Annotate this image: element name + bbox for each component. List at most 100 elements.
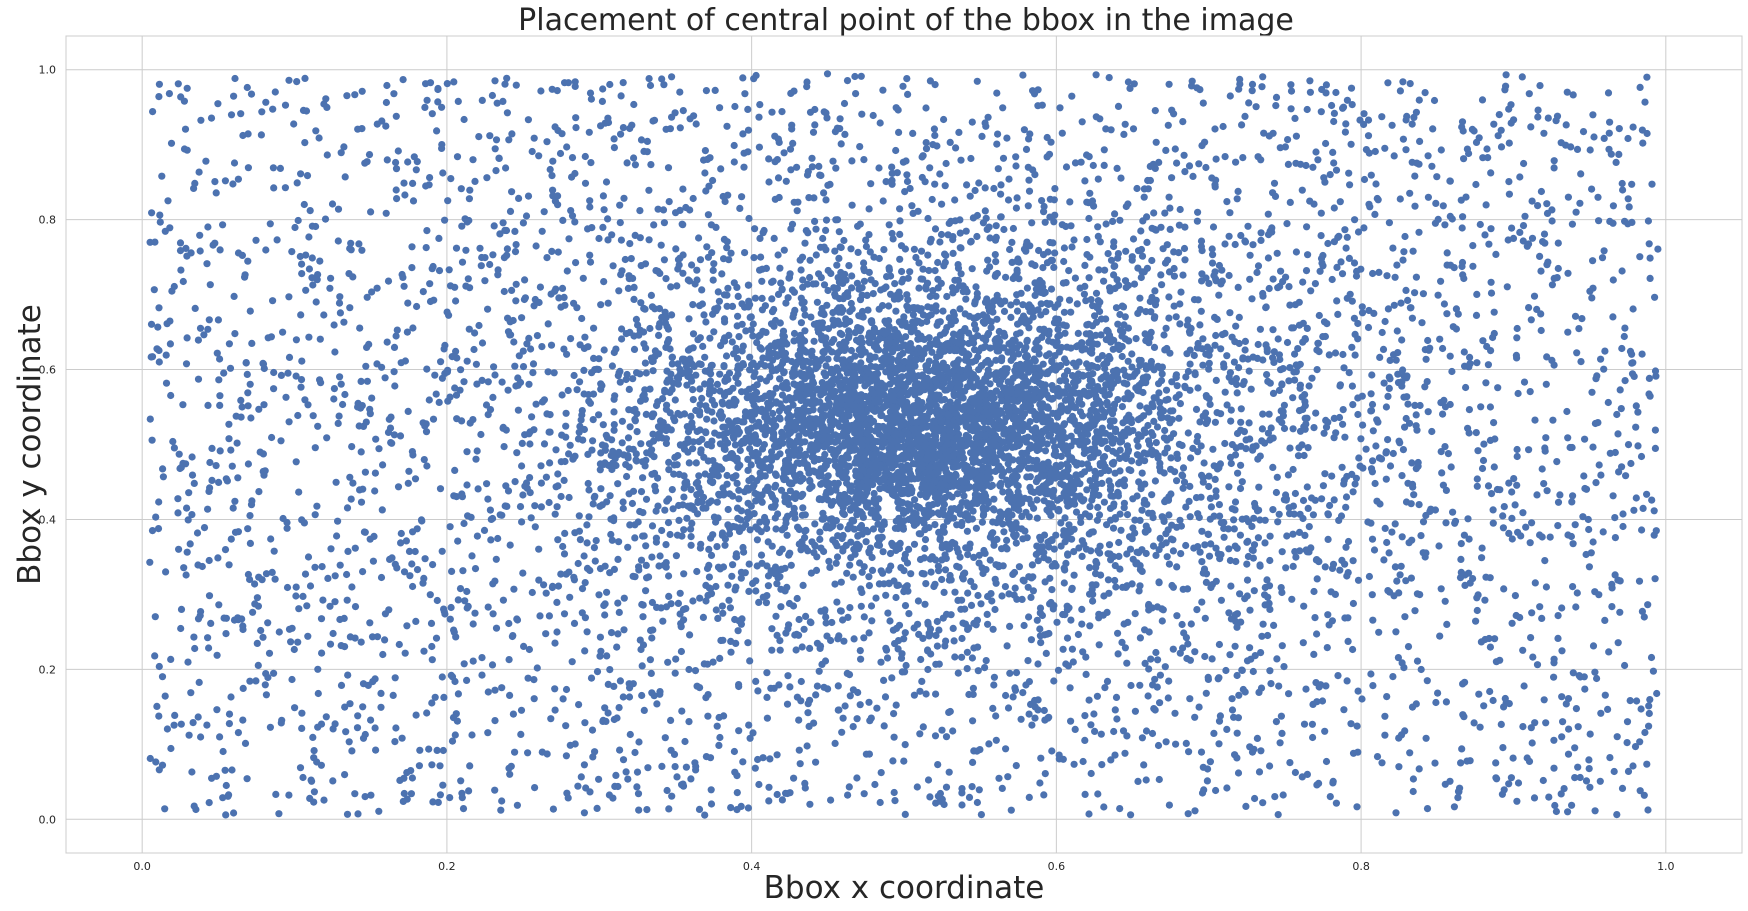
scatter-point <box>926 238 934 246</box>
scatter-point <box>395 640 403 649</box>
scatter-point <box>205 799 213 807</box>
scatter-point <box>1439 202 1447 210</box>
scatter-point <box>1525 90 1533 98</box>
scatter-point <box>1622 472 1630 480</box>
scatter-point <box>228 766 236 774</box>
scatter-point <box>1252 103 1260 111</box>
scatter-point <box>1074 630 1082 639</box>
scatter-point <box>460 660 468 668</box>
scatter-point <box>1489 333 1497 342</box>
scatter-point <box>1310 587 1318 596</box>
scatter-point <box>216 355 224 363</box>
scatter-point <box>1645 240 1653 248</box>
scatter-point <box>754 755 762 764</box>
scatter-point <box>458 258 467 266</box>
scatter-point <box>618 267 626 275</box>
scatter-point <box>727 249 735 257</box>
scatter-point <box>1013 307 1022 315</box>
scatter-point <box>655 331 663 339</box>
scatter-point <box>831 580 839 588</box>
scatter-point <box>1205 472 1213 480</box>
scatter-point <box>1017 715 1025 723</box>
scatter-point <box>156 211 164 219</box>
scatter-point <box>1385 384 1393 392</box>
scatter-point <box>358 87 366 95</box>
scatter-point <box>1489 506 1497 514</box>
scatter-point <box>580 809 589 817</box>
scatter-point <box>299 773 307 782</box>
scatter-point <box>989 704 997 713</box>
scatter-point <box>1094 223 1102 231</box>
scatter-point <box>650 221 658 229</box>
scatter-point <box>1469 242 1477 250</box>
scatter-point <box>641 260 650 268</box>
scatter-point <box>495 154 503 162</box>
scatter-point <box>507 762 515 770</box>
scatter-point <box>734 312 742 320</box>
scatter-point <box>1096 238 1104 246</box>
scatter-point <box>553 628 561 636</box>
scatter-point <box>1378 328 1386 337</box>
scatter-point <box>816 644 824 653</box>
scatter-point <box>1438 469 1446 477</box>
scatter-point <box>584 479 592 488</box>
scatter-point <box>167 139 176 147</box>
scatter-point <box>546 459 554 467</box>
scatter-point <box>400 568 409 576</box>
scatter-point <box>1274 335 1282 343</box>
scatter-point <box>190 633 198 641</box>
scatter-point <box>248 339 256 347</box>
scatter-point <box>1212 155 1220 163</box>
scatter-point <box>584 343 592 351</box>
scatter-point <box>970 583 978 591</box>
scatter-point <box>677 647 686 656</box>
scatter-point <box>1109 524 1118 532</box>
scatter-point <box>1263 576 1271 584</box>
scatter-point <box>619 124 628 132</box>
scatter-point <box>965 793 974 802</box>
scatter-point <box>838 728 846 736</box>
scatter-point <box>1209 223 1218 231</box>
scatter-point <box>994 165 1002 173</box>
scatter-point <box>506 207 515 215</box>
scatter-point <box>1533 491 1541 499</box>
scatter-point <box>435 267 444 275</box>
scatter-point <box>759 754 767 762</box>
scatter-point <box>1321 470 1329 478</box>
scatter-point <box>1215 740 1223 748</box>
scatter-point <box>1616 577 1624 585</box>
scatter-point <box>881 693 890 701</box>
scatter-point <box>1081 261 1089 269</box>
scatter-point <box>423 96 431 104</box>
scatter-point <box>367 791 375 799</box>
scatter-point <box>994 130 1002 138</box>
scatter-point <box>1526 539 1534 547</box>
scatter-point <box>357 498 366 506</box>
scatter-point <box>1320 318 1329 326</box>
scatter-point <box>1141 659 1149 668</box>
scatter-point <box>234 175 242 183</box>
scatter-point <box>1211 313 1219 321</box>
scatter-point <box>1300 720 1309 728</box>
scatter-point <box>1089 161 1097 170</box>
scatter-point <box>1324 535 1332 544</box>
scatter-point <box>234 474 242 482</box>
scatter-point <box>422 80 430 88</box>
scatter-point <box>429 798 437 806</box>
scatter-point <box>1249 667 1257 676</box>
scatter-point <box>1275 510 1283 518</box>
scatter-point <box>561 79 569 87</box>
scatter-point <box>1540 230 1549 238</box>
scatter-point <box>1328 472 1336 480</box>
scatter-point <box>940 588 948 597</box>
scatter-point <box>1441 443 1449 451</box>
scatter-point <box>676 206 684 214</box>
scatter-point <box>333 532 341 540</box>
scatter-point <box>358 125 366 133</box>
scatter-point <box>506 541 514 549</box>
scatter-point <box>579 436 587 444</box>
scatter-point <box>1645 722 1653 730</box>
scatter-point <box>229 504 237 512</box>
scatter-point <box>1528 739 1536 747</box>
scatter-point <box>1473 606 1481 615</box>
